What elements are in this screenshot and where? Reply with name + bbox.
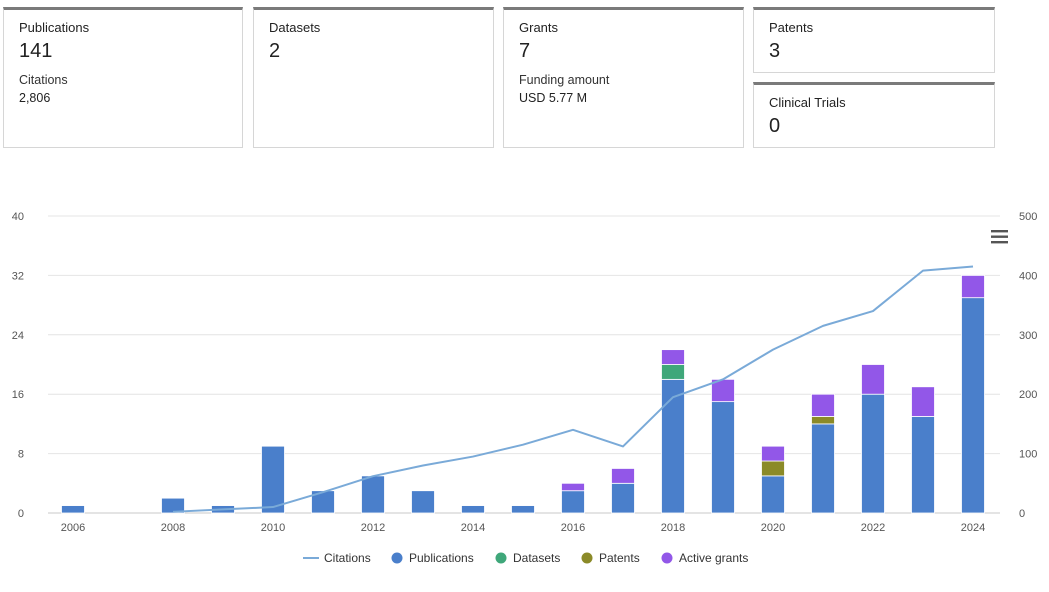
publications-bar[interactable] <box>461 505 485 514</box>
publications-value: 141 <box>19 40 53 62</box>
y-right-tick-label: 500 <box>1019 211 1037 223</box>
x-tick-label: 2008 <box>161 522 185 534</box>
legend-item-active-grants[interactable]: Active grants <box>661 551 749 565</box>
y-right-tick-label: 0 <box>1019 508 1025 520</box>
publications-bar[interactable] <box>861 393 885 514</box>
publications-bar[interactable] <box>411 490 435 514</box>
y-right-tick-label: 200 <box>1019 389 1037 401</box>
x-tick-label: 2014 <box>461 522 485 534</box>
y-right-tick-label: 100 <box>1019 449 1037 461</box>
publications-card[interactable]: Publications 141 Citations 2,806 <box>3 7 243 148</box>
active-grants-bar[interactable] <box>861 364 885 395</box>
publications-bar[interactable] <box>661 378 685 514</box>
grants-card[interactable]: Grants 7 Funding amount USD 5.77 M <box>503 7 744 148</box>
grants-label: Grants <box>519 20 559 35</box>
active-grants-bar[interactable] <box>961 274 985 299</box>
publications-bar[interactable] <box>811 423 835 514</box>
y-left-tick-label: 8 <box>18 449 24 461</box>
legend-item-publications[interactable]: Publications <box>391 551 474 565</box>
active-grants-bar[interactable] <box>611 468 635 484</box>
publications-bar[interactable] <box>61 505 85 514</box>
y-right-tick-label: 300 <box>1019 330 1037 342</box>
active-grants-bar[interactable] <box>761 445 785 462</box>
y-right-tick-label: 400 <box>1019 270 1037 282</box>
clinical-trials-label: Clinical Trials <box>769 95 846 110</box>
patents-bar[interactable] <box>811 416 835 425</box>
x-tick-label: 2022 <box>861 522 885 534</box>
legend-dot-marker <box>581 552 593 564</box>
hamburger-menu-icon[interactable] <box>991 230 1008 244</box>
x-tick-label: 2010 <box>261 522 285 534</box>
y-left-tick-label: 16 <box>12 389 24 401</box>
x-tick-label: 2020 <box>761 522 785 534</box>
publications-label: Publications <box>19 20 90 35</box>
patents-value: 3 <box>769 40 781 62</box>
patents-bar[interactable] <box>761 460 785 477</box>
publications-bar[interactable] <box>161 497 185 514</box>
x-tick-label: 2012 <box>361 522 385 534</box>
legend-item-patents[interactable]: Patents <box>581 551 640 565</box>
legend-item-citations[interactable]: Citations <box>303 551 371 565</box>
datasets-bar[interactable] <box>661 364 685 380</box>
legend-dot-marker <box>495 552 507 564</box>
publications-bar[interactable] <box>761 475 785 514</box>
citations-value: 2,806 <box>19 91 51 105</box>
y-left-tick-label: 32 <box>12 270 24 282</box>
patents-label: Patents <box>769 20 814 35</box>
funding-amount-value: USD 5.77 M <box>519 91 588 105</box>
patents-card[interactable]: Patents 3 <box>753 7 995 73</box>
legend-label: Publications <box>409 551 474 565</box>
legend-item-datasets[interactable]: Datasets <box>495 551 561 565</box>
y-left-tick-label: 40 <box>12 211 24 223</box>
publications-bar[interactable] <box>911 416 935 514</box>
active-grants-bar[interactable] <box>911 386 935 417</box>
citations-label: Citations <box>19 73 68 87</box>
y-left-tick-label: 0 <box>18 508 24 520</box>
datasets-value: 2 <box>269 40 281 62</box>
x-tick-label: 2006 <box>61 522 85 534</box>
legend-dot-marker <box>661 552 673 564</box>
x-tick-label: 2018 <box>661 522 685 534</box>
x-tick-label: 2016 <box>561 522 585 534</box>
citations-line[interactable] <box>172 265 974 513</box>
legend-label: Patents <box>599 551 640 565</box>
publications-bar[interactable] <box>961 297 985 514</box>
publications-bar[interactable] <box>311 490 335 514</box>
publications-bar[interactable] <box>611 482 635 514</box>
publications-bar[interactable] <box>511 505 535 514</box>
publications-bar[interactable] <box>361 475 385 514</box>
clinical-trials-card[interactable]: Clinical Trials 0 <box>753 82 995 148</box>
legend-label: Active grants <box>679 551 748 565</box>
grants-value: 7 <box>519 40 531 62</box>
legend-label: Datasets <box>513 551 560 565</box>
publications-bar[interactable] <box>711 401 735 514</box>
x-tick-label: 2024 <box>961 522 985 534</box>
funding-amount-label: Funding amount <box>519 73 610 87</box>
legend-dot-marker <box>391 552 403 564</box>
publications-bar[interactable] <box>561 490 585 514</box>
clinical-trials-value: 0 <box>769 115 781 137</box>
active-grants-bar[interactable] <box>561 482 585 492</box>
publications-bar[interactable] <box>261 445 285 514</box>
datasets-label: Datasets <box>269 20 321 35</box>
active-grants-bar[interactable] <box>661 349 685 365</box>
y-left-tick-label: 24 <box>12 330 24 342</box>
legend-label: Citations <box>324 551 371 565</box>
datasets-card[interactable]: Datasets 2 <box>253 7 494 148</box>
active-grants-bar[interactable] <box>811 393 835 417</box>
